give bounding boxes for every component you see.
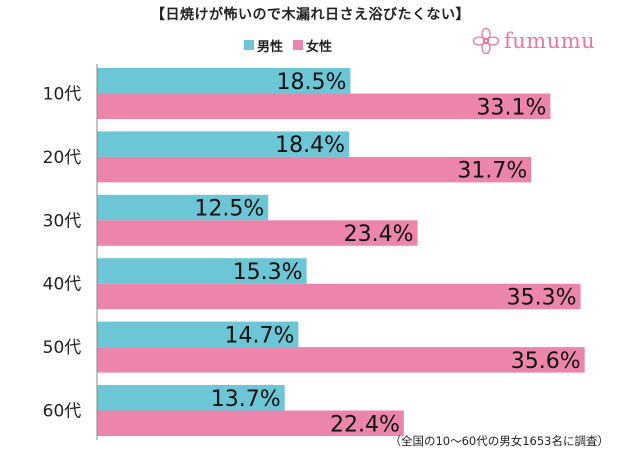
logo-text: fumumu <box>504 29 596 53</box>
category-label-5: 60代 <box>43 402 82 422</box>
flower-icon <box>472 27 500 55</box>
legend-swatch-female <box>293 40 304 50</box>
data-label-female-4: 35.6% <box>511 349 581 374</box>
legend-label-male: 男性 <box>257 39 284 55</box>
data-label-male-4: 14.7% <box>224 323 294 348</box>
survey-note: （全国の10～60代の男女1653名に調査） <box>389 434 609 448</box>
bar-male-3 <box>97 258 307 284</box>
chart-title: 【日焼けが怖いので木漏れ日さえ浴びたくない】 <box>151 7 470 23</box>
data-label-male-0: 18.5% <box>277 70 347 95</box>
data-label-female-1: 31.7% <box>457 159 527 184</box>
data-label-male-3: 15.3% <box>233 260 303 285</box>
legend-swatch-male <box>244 40 254 50</box>
category-label-3: 40代 <box>43 275 82 295</box>
legend-label-female: 女性 <box>306 39 333 55</box>
category-label-2: 30代 <box>43 211 82 231</box>
bar-male-0 <box>97 68 351 94</box>
data-label-female-3: 35.3% <box>507 285 577 310</box>
bar-male-5 <box>97 385 285 411</box>
bar-male-4 <box>97 321 299 348</box>
bar-female-0 <box>97 93 551 119</box>
fumumu-logo: fumumu <box>472 26 595 56</box>
bar-female-5 <box>97 410 404 436</box>
bar-female-3 <box>97 283 581 310</box>
data-label-male-5: 13.7% <box>211 387 281 412</box>
bar-male-1 <box>97 131 350 157</box>
category-label-0: 10代 <box>43 85 82 105</box>
data-label-male-2: 12.5% <box>194 197 264 222</box>
chart-legend: 男性 女性 <box>244 36 342 55</box>
data-label-female-0: 33.1% <box>477 95 547 120</box>
category-label-4: 50代 <box>43 338 82 358</box>
legend-item-male: 男性 <box>244 36 283 55</box>
legend-item-female: 女性 <box>293 36 332 55</box>
bar-female-2 <box>97 220 418 246</box>
bar-male-2 <box>97 194 269 221</box>
bar-female-4 <box>97 347 585 373</box>
data-label-male-1: 18.4% <box>275 133 345 158</box>
category-label-1: 20代 <box>43 148 82 168</box>
data-label-female-5: 22.4% <box>330 412 400 437</box>
bar-female-1 <box>97 156 532 183</box>
data-label-female-2: 23.4% <box>344 222 414 247</box>
